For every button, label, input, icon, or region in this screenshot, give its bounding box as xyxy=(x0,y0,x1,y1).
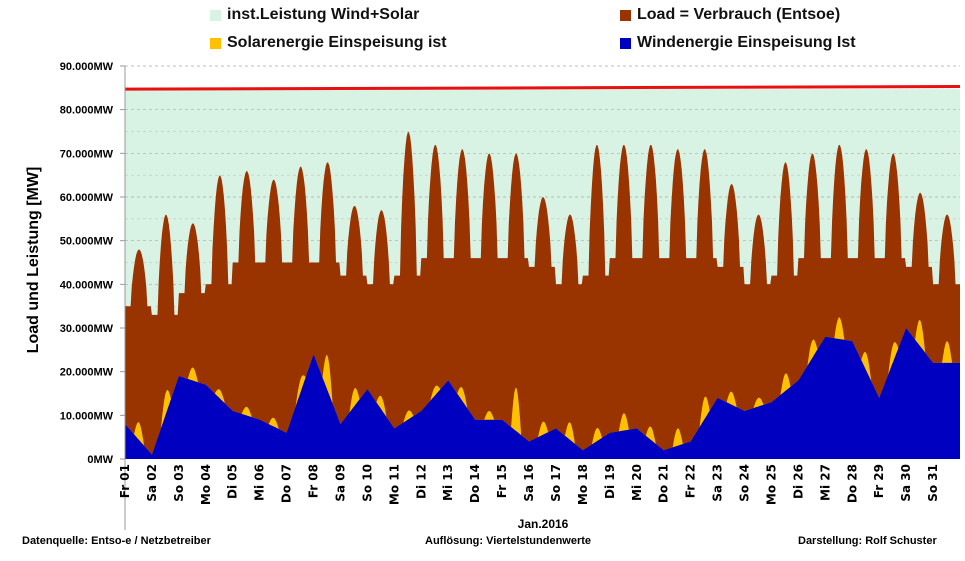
y-tick-label: 60.000MW xyxy=(60,192,114,204)
legend-label: Solarenergie Einspeisung ist xyxy=(227,34,447,51)
y-tick-label: 30.000MW xyxy=(60,323,114,335)
legend-inst-leistung: inst.Leistung Wind+Solar xyxy=(210,6,419,24)
legend-wind: Windenergie Einspeisung Ist xyxy=(620,34,856,52)
footer-source: Datenquelle: Entso-e / Netzbetreiber xyxy=(22,535,211,547)
x-tick-label: Di 19 xyxy=(603,464,617,499)
footer-resolution: Auflösung: Viertelstundenwerte xyxy=(425,535,592,547)
footer-author: Darstellung: Rolf Schuster xyxy=(798,535,937,547)
legend-label: inst.Leistung Wind+Solar xyxy=(227,6,420,23)
x-tick-label: Fr 29 xyxy=(872,464,886,498)
x-tick-label: Do 21 xyxy=(657,464,671,503)
x-axis-label: Jan.2016 xyxy=(518,517,569,531)
y-tick-label: 0MW xyxy=(87,454,113,466)
x-tick-label: Di 05 xyxy=(226,464,240,499)
x-tick-label: So 03 xyxy=(172,464,186,502)
x-tick-label: Mo 11 xyxy=(387,464,401,505)
x-tick-label: Fr 08 xyxy=(307,464,321,498)
x-tick-label: So 10 xyxy=(360,464,374,502)
x-tick-label: Mo 18 xyxy=(576,464,590,505)
legend-solar: Solarenergie Einspeisung ist xyxy=(210,34,447,52)
wind-area xyxy=(125,328,960,459)
legend-label: Load = Verbrauch (Entsoe) xyxy=(637,6,841,23)
load-area xyxy=(125,132,960,459)
x-tick-label: Mi 27 xyxy=(818,464,832,501)
x-tick-label: Mi 20 xyxy=(630,464,644,501)
x-tick-label: Fr 22 xyxy=(684,464,698,498)
x-tick-label: So 31 xyxy=(926,464,940,502)
y-tick-label: 10.000MW xyxy=(60,410,114,422)
y-tick-label: 80.000MW xyxy=(60,105,114,117)
x-tick-label: Mo 25 xyxy=(764,464,778,505)
y-tick-label: 50.000MW xyxy=(60,236,114,248)
x-tick-label: Di 12 xyxy=(414,464,428,499)
x-tick-label: Di 26 xyxy=(791,464,805,499)
y-tick-label: 90.000MW xyxy=(60,61,114,73)
y-tick-label: 20.000MW xyxy=(60,367,114,379)
x-tick-label: Fr 01 xyxy=(118,464,132,498)
x-tick-label: Sa 16 xyxy=(522,464,536,502)
y-tick-label: 40.000MW xyxy=(60,279,114,291)
x-tick-label: So 17 xyxy=(549,464,563,502)
legend-load: Load = Verbrauch (Entsoe) xyxy=(620,6,840,24)
x-tick-label: Sa 23 xyxy=(711,464,725,502)
x-tick-label: Sa 30 xyxy=(899,464,913,502)
x-tick-label: Sa 02 xyxy=(145,464,159,502)
x-tick-label: Mo 04 xyxy=(199,464,213,505)
x-tick-label: So 24 xyxy=(738,464,752,502)
x-tick-label: Do 07 xyxy=(280,464,294,503)
x-tick-label: Sa 09 xyxy=(333,464,347,502)
installed-capacity-line xyxy=(124,85,961,91)
x-tick-label: Do 28 xyxy=(845,464,859,503)
y-tick-label: 70.000MW xyxy=(60,148,114,160)
x-tick-label: Do 14 xyxy=(468,464,482,503)
x-tick-label: Mi 06 xyxy=(253,464,267,501)
x-tick-label: Mi 13 xyxy=(441,464,455,501)
x-tick-label: Fr 15 xyxy=(495,464,509,498)
legend-label: Windenergie Einspeisung Ist xyxy=(637,34,856,51)
